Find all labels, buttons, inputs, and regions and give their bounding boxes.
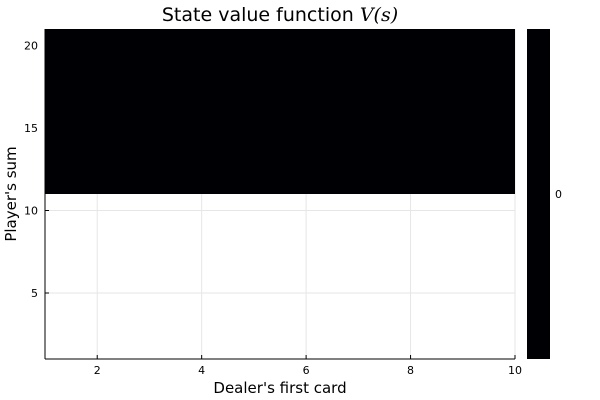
heatmap-cell-region bbox=[45, 29, 515, 194]
y-tick-label: 5 bbox=[31, 287, 38, 300]
colorbar: 0 bbox=[527, 29, 562, 359]
heatmap-cells bbox=[45, 29, 515, 194]
x-tick-label: 6 bbox=[303, 364, 310, 377]
x-tick-label: 2 bbox=[94, 364, 101, 377]
x-tick-label: 10 bbox=[508, 364, 522, 377]
y-tick-label: 20 bbox=[24, 40, 38, 53]
colorbar-tick-label: 0 bbox=[555, 188, 562, 201]
y-tick-label: 10 bbox=[24, 205, 38, 218]
x-axis-label: Dealer's first card bbox=[213, 379, 346, 397]
axes bbox=[44, 29, 516, 360]
colorbar-gradient bbox=[527, 29, 550, 359]
x-tick-label: 4 bbox=[198, 364, 205, 377]
y-axis-label: Player's sum bbox=[2, 146, 20, 241]
chart-title: State value function V(s) bbox=[162, 4, 398, 26]
y-tick-label: 15 bbox=[24, 122, 38, 135]
tick-labels: 2 4 6 8 10 5 10 15 20 bbox=[24, 40, 522, 378]
x-tick-label: 8 bbox=[407, 364, 414, 377]
